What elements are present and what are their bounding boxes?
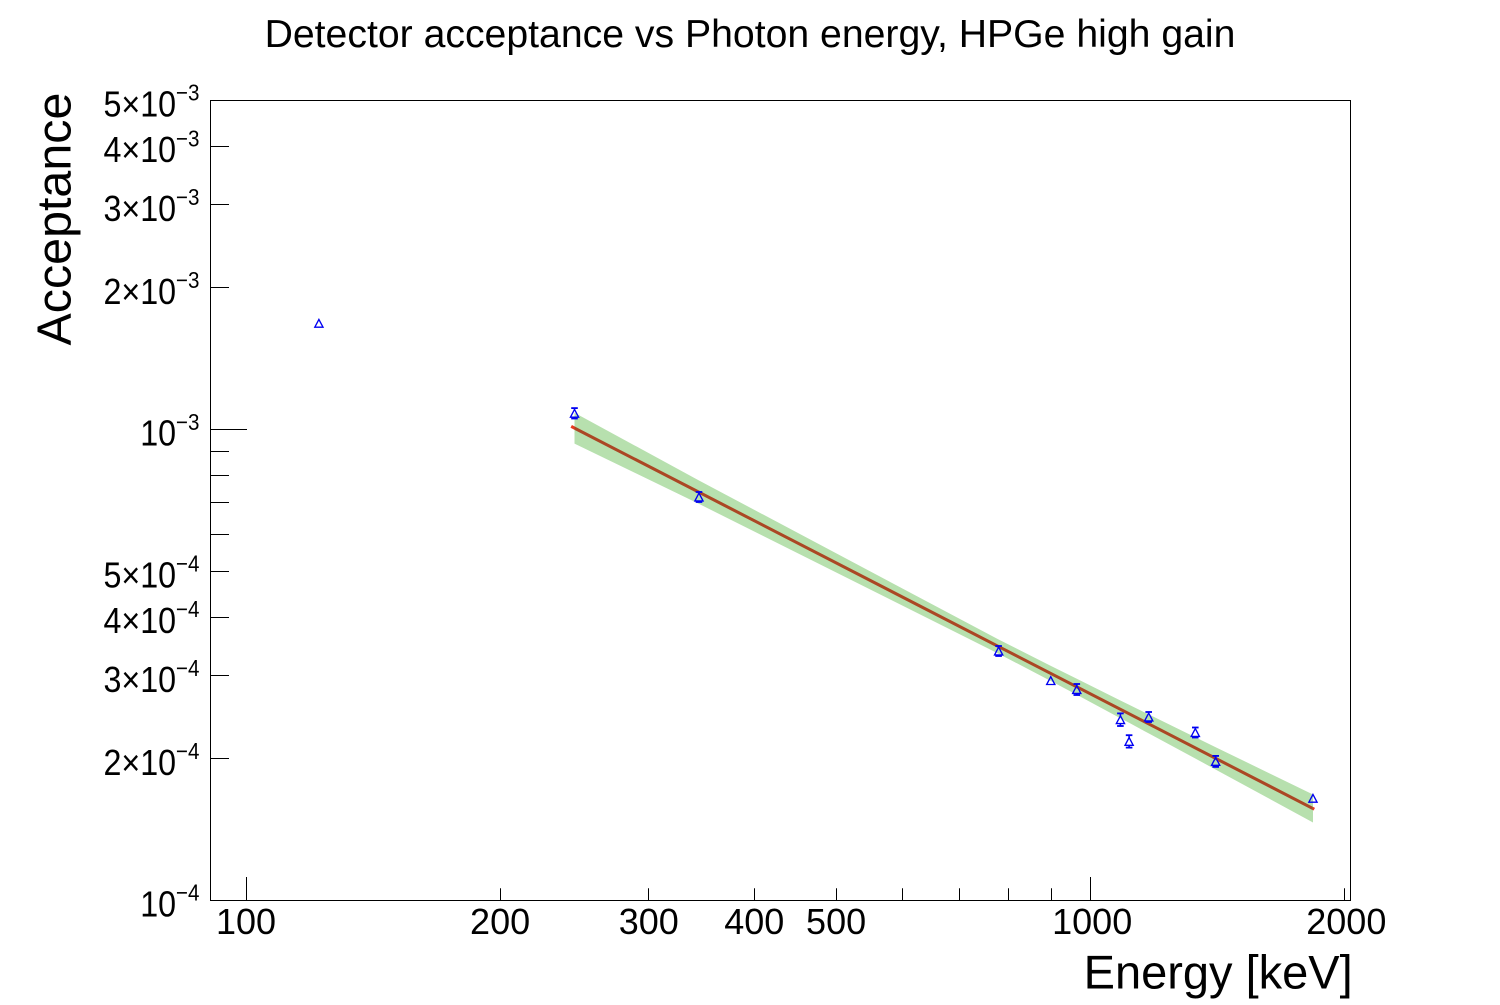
svg-text:Detector acceptance vs Photon: Detector acceptance vs Photon energy, HP… [265, 13, 1236, 56]
svg-text:1000: 1000 [1052, 901, 1132, 942]
svg-text:5×10−4: 5×10−4 [103, 551, 199, 596]
svg-text:100: 100 [216, 901, 276, 942]
svg-text:3×10−4: 3×10−4 [103, 655, 199, 700]
svg-text:4×10−4: 4×10−4 [103, 596, 199, 641]
svg-text:300: 300 [619, 901, 679, 942]
svg-text:Acceptance: Acceptance [28, 93, 82, 346]
svg-text:2×10−4: 2×10−4 [103, 738, 199, 783]
svg-text:200: 200 [470, 901, 530, 942]
svg-text:10−3: 10−3 [140, 409, 199, 454]
svg-text:Energy [keV]: Energy [keV] [1084, 946, 1353, 999]
svg-text:2×10−3: 2×10−3 [103, 267, 199, 312]
svg-text:5×10−3: 5×10−3 [103, 80, 199, 125]
svg-text:3×10−3: 3×10−3 [103, 184, 199, 229]
svg-text:4×10−3: 4×10−3 [103, 125, 199, 170]
svg-text:10−4: 10−4 [140, 880, 199, 925]
svg-text:500: 500 [806, 901, 866, 942]
svg-text:400: 400 [724, 901, 784, 942]
svg-text:2000: 2000 [1306, 901, 1386, 942]
